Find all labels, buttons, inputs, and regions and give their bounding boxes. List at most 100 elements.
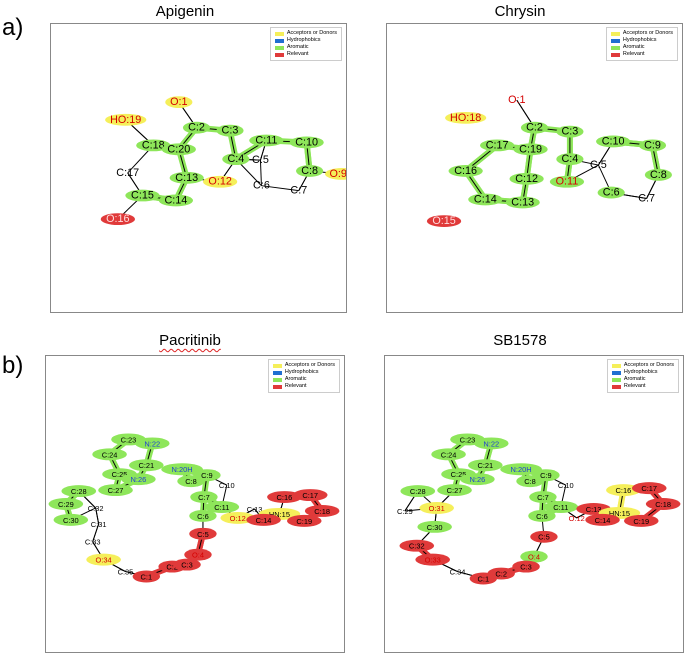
atom-label: C:10 (295, 136, 318, 148)
atom-label: O:15 (432, 215, 455, 227)
atom-label: C:25 (451, 470, 467, 479)
atom-highlight (623, 514, 659, 527)
atom-label: C:3 (520, 563, 532, 572)
atom-label: C:14 (164, 194, 187, 206)
atom-highlight (419, 502, 454, 514)
atom-label: C:17 (116, 167, 139, 179)
atom-label: C:16 (277, 493, 293, 502)
atom-label: C:13 (247, 505, 263, 514)
legend: Acceptors or Donors Hydrophobics Aromatic R… (605, 27, 678, 61)
atom-label: O:12 (208, 176, 231, 188)
atom-label: C:19 (633, 517, 649, 526)
atom-highlight (509, 172, 544, 185)
atom-highlight (161, 463, 203, 476)
atom-highlight (286, 514, 322, 527)
atom-label: C:28 (71, 487, 87, 496)
atom-label: C:2 (495, 570, 507, 579)
atom-label: HN:15 (609, 509, 630, 518)
atom-label: C:8 (301, 165, 318, 177)
atom-label: C:23 (460, 435, 476, 444)
atom-label: C:28 (410, 487, 426, 496)
atom-label: C:2 (526, 122, 543, 134)
atom-label: C:3 (561, 126, 578, 138)
atom-label: C:8 (650, 169, 667, 181)
atom-highlight (292, 489, 328, 502)
atom-highlight (556, 153, 584, 166)
atom-highlight (135, 437, 170, 450)
panel-label-b: b) (2, 352, 24, 379)
plot-chrysin: Acceptors or Donors Hydrophobics Aromatic R… (386, 23, 683, 313)
atom-highlight (100, 213, 135, 226)
legend-label: Hydrophobics (284, 369, 319, 375)
legend-entry: Hydrophobics (611, 369, 674, 376)
atom-label: O:9H (329, 168, 346, 180)
atom-label: C:21 (477, 461, 493, 470)
panel-label-a: a) (2, 14, 24, 41)
bond (261, 185, 299, 192)
atom-highlight (437, 484, 472, 497)
atom-label: N:26 (131, 475, 147, 484)
atom-highlight (267, 491, 302, 504)
legend-swatch (274, 31, 284, 36)
legend-label: Relevant (623, 383, 646, 389)
legend-label: Hydrophobics (622, 37, 657, 43)
atom-highlight (644, 168, 672, 181)
atom-label: C:18 (655, 500, 671, 509)
atom-highlight (220, 511, 255, 524)
atom-label: C:6 (197, 512, 209, 521)
atom-highlight (543, 501, 579, 513)
atom-highlight (161, 143, 196, 156)
atom-label: C:13 (175, 172, 198, 184)
atom-label: C:27 (447, 486, 463, 495)
atom-label: C:17 (641, 484, 657, 493)
atom-highlight (448, 165, 483, 177)
atom-label: C:17 (302, 491, 318, 500)
atom-label: C:18 (142, 139, 165, 151)
atom-highlight (597, 186, 625, 199)
bond (92, 523, 100, 542)
legend-label: Aromatic (284, 376, 307, 382)
atom-highlight (399, 539, 435, 552)
atom-highlight (246, 513, 281, 526)
molecule-drawing: C:23 N:22 C:24 C:21 N:20H C:25N:26 C:9 C:8 C:10 C… (48, 433, 340, 583)
atom-highlight (203, 175, 238, 188)
atom-highlight (184, 548, 212, 561)
atom-label: C:2 (166, 563, 178, 572)
atom-highlight (500, 463, 542, 476)
atom-label: C:12 (515, 173, 538, 185)
plot-apigenin: Acceptors or Donors Hydrophobics Aromatic R… (50, 23, 347, 313)
legend-swatch (274, 52, 284, 57)
legend-swatch (610, 45, 620, 50)
atom-label: C:1 (478, 574, 490, 583)
atom-highlight (530, 530, 558, 543)
atom-label: C:4 (561, 153, 578, 165)
legend-swatch (610, 38, 620, 43)
atom-label: C:2 (188, 122, 205, 134)
legend-swatch (274, 38, 284, 43)
atom-label: HN:15 (269, 510, 290, 519)
atom-highlight (296, 165, 324, 177)
atom-label: C:8 (185, 477, 197, 486)
legend-entry: Acceptors or Donors (610, 30, 673, 37)
atom-label: O:16 (106, 213, 129, 225)
atom-highlight (556, 125, 584, 138)
atom-highlight (528, 509, 556, 522)
atom-label: C:10 (219, 481, 235, 490)
atom-label: C:5 (590, 159, 607, 171)
atom-highlight (204, 501, 240, 513)
atom-label: C:17 (486, 139, 509, 151)
atom-label: O:4 (528, 553, 540, 562)
atom-label: C:11 (553, 503, 568, 512)
atom-highlight (249, 134, 284, 147)
atom-highlight (216, 124, 244, 137)
atom-label: C:14 (474, 193, 497, 205)
legend-entry: Aromatic (610, 44, 673, 51)
atom-label: C:16 (454, 165, 477, 177)
atom-highlight (512, 560, 540, 573)
atom-highlight (445, 111, 487, 124)
legend-label: Acceptors or Donors (622, 30, 673, 36)
legend-swatch (610, 31, 620, 36)
atom-label: C:29 (58, 500, 74, 509)
atom-label: C:14 (595, 516, 611, 525)
atom-label: C:24 (441, 450, 457, 459)
